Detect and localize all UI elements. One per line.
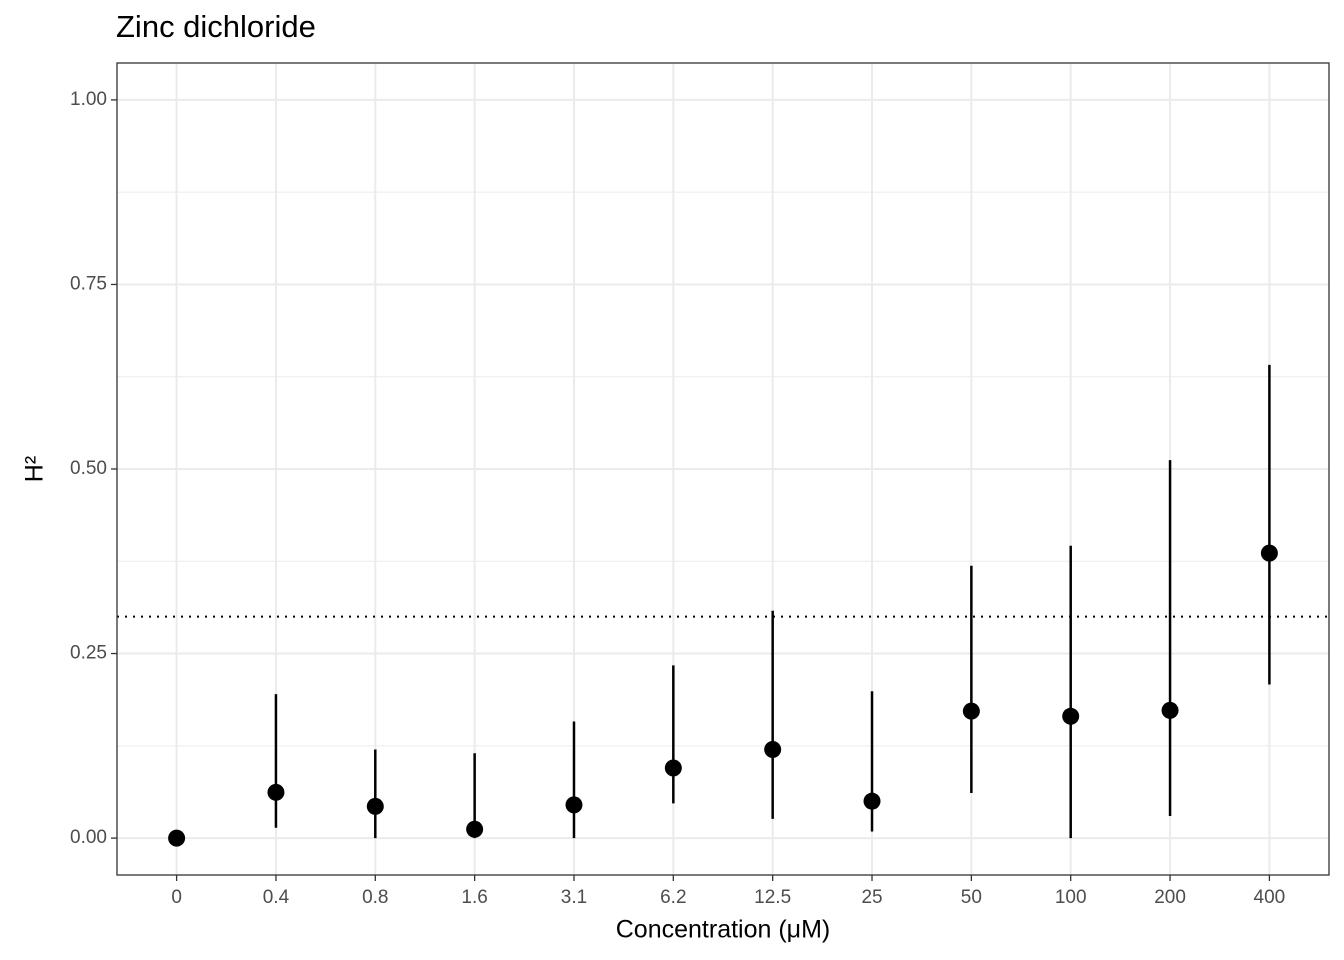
point [267, 783, 285, 801]
point [1062, 707, 1080, 725]
x-tick-label: 3.1 [561, 887, 587, 908]
point [366, 797, 384, 815]
marks [117, 364, 1329, 847]
point [1161, 701, 1179, 719]
point [565, 796, 583, 814]
y-tick-label: 0.50 [70, 458, 107, 479]
point [863, 792, 881, 810]
x-tick-label: 25 [861, 887, 882, 908]
point [168, 829, 186, 847]
x-tick-label: 12.5 [754, 887, 791, 908]
x-tick-label: 0 [171, 887, 182, 908]
point [1260, 544, 1278, 562]
y-axis-title: H² [21, 456, 49, 482]
x-axis-title: Concentration (μM) [616, 916, 830, 944]
grid [117, 63, 1329, 875]
point [962, 702, 980, 720]
x-tick-label: 0.4 [263, 887, 290, 908]
y-tick-label: 1.00 [70, 89, 107, 110]
x-tick-label: 6.2 [660, 887, 686, 908]
x-tick-label: 1.6 [461, 887, 487, 908]
point [664, 759, 682, 777]
y-tick-label: 0.25 [70, 643, 107, 664]
x-tick-label: 400 [1254, 887, 1286, 908]
y-tick-label: 0.75 [70, 273, 107, 294]
x-tick-label: 50 [961, 887, 982, 908]
x-tick-label: 100 [1055, 887, 1087, 908]
chart-title: Zinc dichloride [116, 9, 316, 44]
y-tick-label: 0.00 [70, 827, 107, 848]
x-tick-label: 200 [1154, 887, 1186, 908]
point [466, 820, 484, 838]
point [764, 741, 782, 759]
x-tick-label: 0.8 [362, 887, 388, 908]
